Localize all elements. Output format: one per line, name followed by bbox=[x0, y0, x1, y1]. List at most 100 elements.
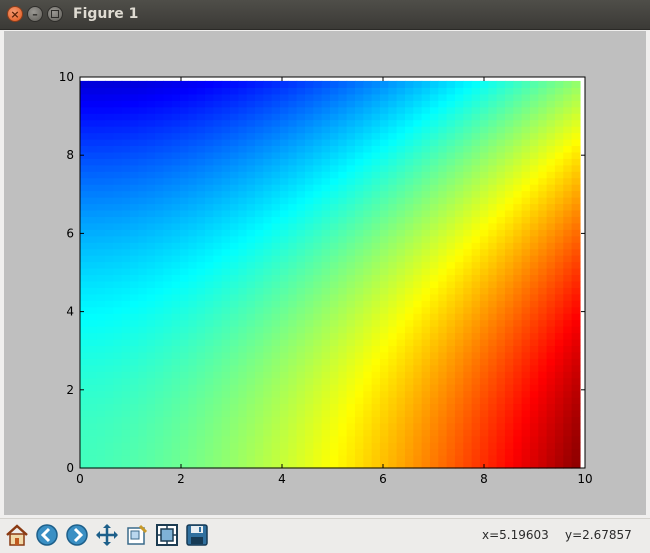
heatmap-cell bbox=[504, 390, 514, 398]
heatmap-cell bbox=[163, 442, 173, 450]
heatmap-cell bbox=[130, 190, 139, 198]
heatmap-cell bbox=[363, 158, 373, 166]
heatmap-cell bbox=[454, 242, 464, 250]
heatmap-cell bbox=[571, 351, 581, 359]
pan-button[interactable] bbox=[93, 521, 121, 549]
heatmap-cell bbox=[88, 106, 98, 114]
home-button[interactable] bbox=[3, 521, 31, 549]
heatmap-cell bbox=[571, 300, 581, 308]
heatmap-cell bbox=[196, 80, 206, 88]
heatmap-cell bbox=[363, 313, 373, 321]
heatmap-cell bbox=[254, 164, 264, 172]
heatmap-cell bbox=[554, 306, 564, 314]
heatmap-cell bbox=[346, 87, 356, 95]
heatmap-cell bbox=[246, 313, 256, 321]
heatmap-cell bbox=[188, 261, 198, 269]
heatmap-cell bbox=[479, 332, 489, 340]
heatmap-cell bbox=[130, 248, 139, 256]
subplots-button[interactable] bbox=[153, 521, 181, 549]
heatmap-cell bbox=[554, 435, 564, 443]
heatmap-cell bbox=[154, 390, 164, 398]
heatmap-cell bbox=[479, 397, 489, 405]
heatmap-cell bbox=[554, 229, 564, 237]
heatmap-cell bbox=[263, 416, 273, 424]
heatmap-cell bbox=[546, 364, 556, 372]
heatmap-cell bbox=[246, 435, 256, 443]
heatmap-cell bbox=[246, 358, 256, 366]
heatmap-cell bbox=[288, 268, 298, 276]
forward-button[interactable] bbox=[63, 521, 91, 549]
zoom-button[interactable] bbox=[123, 521, 151, 549]
minimize-window-button[interactable]: – bbox=[27, 6, 43, 22]
heatmap-cell bbox=[238, 229, 248, 237]
heatmap-cell bbox=[96, 222, 106, 230]
heatmap-cell bbox=[429, 442, 439, 450]
heatmap-cell bbox=[96, 358, 106, 366]
back-button[interactable] bbox=[33, 521, 61, 549]
heatmap-cell bbox=[138, 126, 148, 134]
heatmap-cell bbox=[146, 138, 156, 147]
heatmap-cell bbox=[371, 87, 381, 95]
heatmap-cell bbox=[379, 293, 389, 301]
heatmap-cell bbox=[179, 138, 189, 147]
heatmap-cell bbox=[338, 313, 348, 321]
heatmap-cell bbox=[188, 87, 198, 95]
heatmap-cell bbox=[563, 364, 573, 372]
heatmap-cell bbox=[421, 326, 431, 334]
heatmap-cell bbox=[363, 390, 373, 398]
heatmap-cell bbox=[488, 100, 498, 108]
heatmap-cell bbox=[521, 351, 531, 359]
heatmap-cell bbox=[371, 151, 381, 159]
heatmap-cell bbox=[213, 351, 223, 359]
heatmap-cell bbox=[204, 416, 214, 424]
heatmap-cell bbox=[421, 126, 431, 134]
save-button[interactable] bbox=[183, 521, 211, 549]
heatmap-cell bbox=[446, 351, 456, 359]
heatmap-cell bbox=[479, 126, 489, 134]
heatmap-cell bbox=[571, 126, 581, 134]
heatmap-cell bbox=[113, 306, 123, 314]
axes-frame bbox=[79, 76, 586, 469]
figure-canvas[interactable]: 0 2 4 6 8 10 0 2 4 6 8 10 bbox=[4, 31, 646, 515]
heatmap-cell bbox=[379, 455, 389, 463]
heatmap-cell bbox=[80, 248, 89, 256]
heatmap-cell bbox=[138, 306, 148, 314]
heatmap-cell bbox=[130, 203, 139, 211]
heatmap-cell bbox=[88, 403, 98, 411]
heatmap-cell bbox=[463, 235, 473, 243]
heatmap-cell bbox=[546, 93, 556, 101]
heatmap-cell bbox=[204, 397, 214, 405]
heatmap-cell bbox=[413, 209, 423, 217]
heatmap-cell bbox=[404, 242, 414, 250]
heatmap-cell bbox=[529, 416, 539, 424]
heatmap-cell bbox=[538, 435, 548, 443]
heatmap-cell bbox=[421, 106, 431, 114]
close-window-button[interactable]: × bbox=[7, 6, 23, 22]
heatmap-cell bbox=[388, 190, 398, 198]
heatmap-cell bbox=[488, 164, 498, 172]
heatmap-cell bbox=[338, 216, 348, 224]
heatmap-cell bbox=[271, 248, 281, 256]
heatmap-cell bbox=[413, 287, 423, 295]
heatmap-cell bbox=[504, 422, 514, 430]
heatmap-cell bbox=[246, 448, 256, 456]
heatmap-cell bbox=[571, 261, 581, 269]
heatmap-cell bbox=[554, 442, 564, 450]
heatmap-cell bbox=[329, 216, 339, 224]
heatmap-cell bbox=[529, 274, 539, 282]
heatmap-cell bbox=[379, 461, 389, 469]
heatmap-cell bbox=[463, 345, 473, 353]
heatmap-cell bbox=[396, 300, 406, 308]
heatmap-cell bbox=[279, 422, 289, 430]
heatmap-cell bbox=[388, 113, 398, 121]
heatmap-cell bbox=[213, 435, 223, 443]
heatmap-cell bbox=[130, 319, 139, 327]
heatmap-cell bbox=[371, 203, 381, 211]
heatmap-cell bbox=[154, 93, 164, 101]
heatmap-cell bbox=[188, 422, 198, 430]
heatmap-cell bbox=[121, 158, 131, 166]
heatmap-cell bbox=[105, 416, 114, 424]
heatmap-cell bbox=[296, 242, 306, 250]
maximize-window-button[interactable] bbox=[47, 6, 63, 22]
